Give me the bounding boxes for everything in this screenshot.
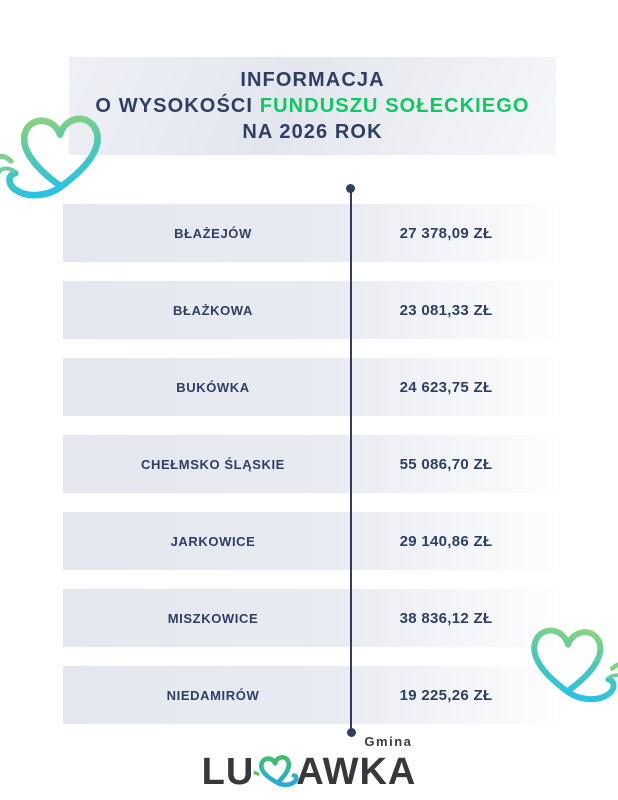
heart-butterfly-icon-left [0, 115, 101, 199]
fund-amount: 27 378,09 ZŁ [399, 224, 493, 242]
fund-amount: 29 140,86 ZŁ [399, 532, 493, 550]
gmina-lubawka-logo: Gmina LU AWKA [202, 734, 417, 794]
fund-amount: 19 225,26 ZŁ [399, 686, 493, 704]
fund-amount: 55 086,70 ZŁ [399, 455, 493, 473]
page-title: INFORMACJA O WYSOKOŚCI FUNDUSZU SOŁECKIE… [95, 67, 529, 145]
title-line-2-highlight: FUNDUSZU SOŁECKIEGO [259, 95, 530, 117]
timeline-line [350, 188, 352, 732]
table-row: CHEŁMSKO ŚLĄSKIE 55 086,70 ZŁ [63, 435, 555, 493]
title-line-1: INFORMACJA [240, 69, 385, 91]
table-row: JARKOWICE 29 140,86 ZŁ [63, 512, 555, 570]
village-name: BŁAŻKOWA [173, 302, 253, 318]
title-banner: INFORMACJA O WYSOKOŚCI FUNDUSZU SOŁECKIE… [69, 57, 556, 155]
table-row: MISZKOWICE 38 836,12 ZŁ [63, 589, 555, 647]
village-name: CHEŁMSKO ŚLĄSKIE [141, 456, 285, 472]
village-name: NIEDAMIRÓW [166, 687, 260, 703]
village-name: JARKOWICE [170, 533, 256, 549]
title-line-2: O WYSOKOŚCI FUNDUSZU SOŁECKIEGO [95, 93, 529, 119]
logo-text-lu: LU [201, 750, 255, 793]
timeline-dot-top [346, 184, 355, 193]
logo-gmina-label: Gmina [364, 734, 413, 749]
fund-amount: 24 623,75 ZŁ [399, 378, 493, 396]
heart-logo-icon [250, 755, 299, 788]
village-name: BŁAŻEJÓW [174, 225, 252, 241]
title-line-3: NA 2026 ROK [242, 121, 383, 143]
heart-butterfly-icon-right [531, 627, 618, 703]
table-row: BŁAŻEJÓW 27 378,09 ZŁ [63, 204, 555, 262]
village-name: BUKÓWKA [176, 379, 250, 395]
table-row: NIEDAMIRÓW 19 225,26 ZŁ [63, 666, 555, 724]
logo-wordmark: LU AWKA [202, 750, 417, 794]
fund-amount: 38 836,12 ZŁ [399, 609, 493, 627]
title-line-2-prefix: O WYSOKOŚCI [95, 95, 254, 117]
table-row: BŁAŻKOWA 23 081,33 ZŁ [63, 281, 555, 339]
fund-table: BŁAŻEJÓW 27 378,09 ZŁ BŁAŻKOWA 23 081,33… [63, 204, 555, 743]
fund-amount: 23 081,33 ZŁ [399, 301, 493, 319]
village-name: MISZKOWICE [167, 610, 259, 626]
table-row: BUKÓWKA 24 623,75 ZŁ [63, 358, 555, 416]
timeline-dot-bottom [347, 728, 356, 737]
logo-text-awka: AWKA [296, 750, 417, 793]
